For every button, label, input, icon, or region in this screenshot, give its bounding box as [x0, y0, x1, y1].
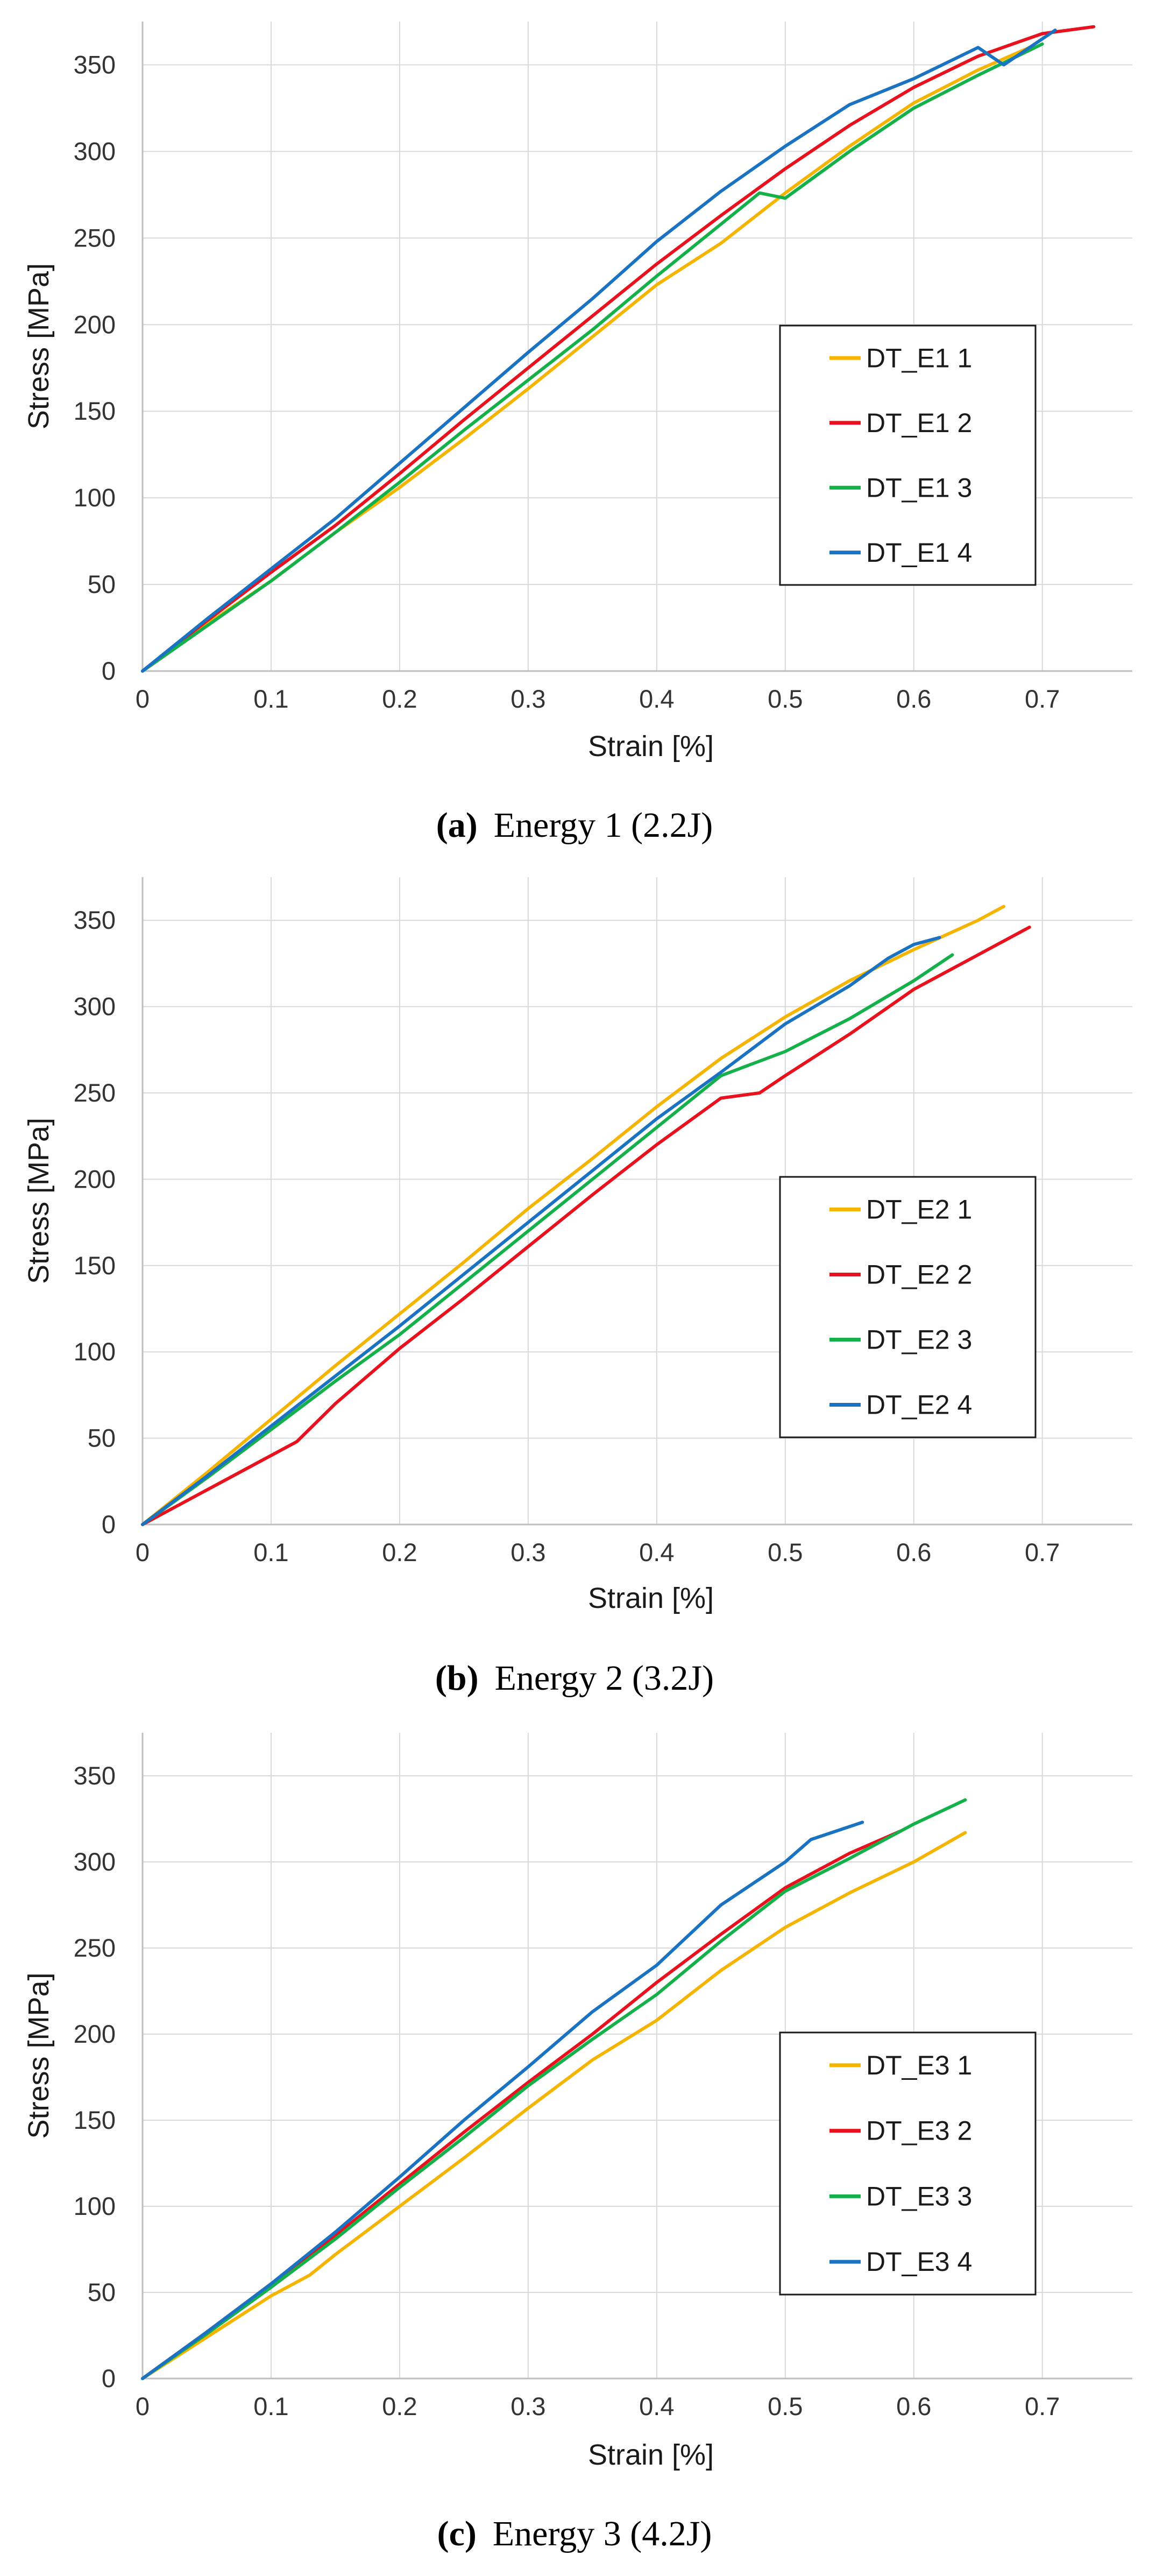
y-tick-label: 0	[102, 2364, 116, 2392]
x-tick-label: 0.4	[639, 684, 674, 713]
y-tick-label: 50	[88, 570, 116, 598]
legend-label-4: DT_E1 4	[866, 538, 972, 568]
y-axis-title: Stress [MPa]	[23, 1972, 55, 2139]
y-tick-label: 0	[102, 657, 116, 685]
x-tick-label: 0.6	[896, 1538, 931, 1566]
y-tick-label: 100	[74, 1337, 116, 1366]
x-tick-label: 0.7	[1025, 1538, 1060, 1566]
legend: DT_E1 1 DT_E1 2 DT_E1 3 DT_E1 4	[779, 324, 1037, 586]
series-line-4	[141, 936, 941, 1526]
chart-panel-1: 0 0.1 0.2 0.3 0.4 0.5 0.6 0.7 0 50 100 150 200 250 300…	[23, 22, 1132, 845]
y-axis-title: Stress [MPa]	[23, 1118, 55, 1284]
y-tick-label: 50	[88, 1424, 116, 1452]
caption-tag: (a)	[436, 806, 478, 845]
x-tick-label: 0.6	[896, 684, 931, 713]
legend-label-1: DT_E3 1	[866, 2050, 972, 2080]
series-line-4	[141, 1820, 864, 2380]
x-tick-label: 0.1	[253, 1538, 288, 1566]
figure-caption: (b) Energy 2 (3.2J)	[435, 1658, 714, 1698]
y-tick-label: 100	[74, 2192, 116, 2220]
y-tick-label: 250	[74, 223, 116, 252]
x-axis-title: Strain [%]	[588, 730, 714, 763]
caption-text: Energy 2 (3.2J)	[495, 1658, 714, 1698]
x-tick-label: 0.2	[382, 1538, 417, 1566]
x-tick-label: 0.6	[896, 2392, 931, 2420]
legend-label-4: DT_E3 4	[866, 2247, 972, 2277]
x-tick-label: 0.2	[382, 2392, 417, 2420]
x-tick-label: 0.5	[768, 684, 803, 713]
y-tick-label: 150	[74, 2106, 116, 2134]
legend-box	[779, 1176, 1037, 1438]
x-tick-label: 0.5	[768, 1538, 803, 1566]
x-tick-label: 0.7	[1025, 2392, 1060, 2420]
x-tick-label: 0.3	[510, 684, 545, 713]
caption-tag: (b)	[435, 1658, 479, 1698]
x-tick-label: 0	[136, 1538, 150, 1566]
series-line-1	[141, 905, 1005, 1526]
y-tick-label: 250	[74, 1078, 116, 1107]
y-tick-label: 250	[74, 1933, 116, 1962]
y-tick-label: 50	[88, 2278, 116, 2306]
x-tick-label: 0	[136, 684, 150, 713]
series-line-3	[141, 953, 954, 1526]
caption-text: Energy 3 (4.2J)	[493, 2514, 712, 2553]
series-line-2	[141, 926, 1031, 1526]
x-tick-label: 0.5	[768, 2392, 803, 2420]
legend: DT_E2 1 DT_E2 2 DT_E2 3 DT_E2 4	[779, 1176, 1037, 1438]
legend-label-3: DT_E2 3	[866, 1325, 972, 1355]
caption-tag: (c)	[437, 2514, 477, 2553]
legend: DT_E3 1 DT_E3 2 DT_E3 3 DT_E3 4	[779, 2031, 1037, 2296]
legend-label-2: DT_E1 2	[866, 408, 972, 438]
series-line-2	[141, 25, 1096, 673]
legend-label-2: DT_E2 2	[866, 1260, 972, 1290]
y-axis-title: Stress [MPa]	[23, 263, 55, 429]
y-tick-label: 200	[74, 310, 116, 338]
x-tick-label: 0.4	[639, 1538, 674, 1566]
legend-box	[779, 2031, 1037, 2296]
y-tick-label: 0	[102, 1510, 116, 1538]
series-line-3	[141, 1798, 967, 2380]
series-line-1	[141, 1831, 967, 2380]
x-tick-label: 0.4	[639, 2392, 674, 2420]
y-tick-label: 300	[74, 1847, 116, 1876]
x-tick-label: 0.3	[510, 2392, 545, 2420]
y-tick-label: 350	[74, 1761, 116, 1790]
x-axis-title: Strain [%]	[588, 1582, 714, 1614]
x-tick-label: 0.3	[510, 1538, 545, 1566]
legend-label-1: DT_E2 1	[866, 1195, 972, 1225]
series-line-4	[141, 29, 1057, 673]
caption-text: Energy 1 (2.2J)	[494, 806, 713, 845]
x-tick-label: 0.1	[253, 2392, 288, 2420]
legend-label-3: DT_E3 3	[866, 2181, 972, 2211]
legend-label-1: DT_E1 1	[866, 343, 972, 373]
legend-label-4: DT_E2 4	[866, 1390, 972, 1420]
x-tick-label: 0.1	[253, 684, 288, 713]
legend-label-3: DT_E1 3	[866, 472, 972, 503]
x-tick-label: 0	[136, 2392, 150, 2420]
figure-caption: (c) Energy 3 (4.2J)	[437, 2514, 712, 2553]
x-axis-title: Strain [%]	[588, 2439, 714, 2471]
chart-panel-2: 0 0.1 0.2 0.3 0.4 0.5 0.6 0.7 0 50 100 150 200 250 300…	[23, 877, 1132, 1698]
chart-panel-3: 0 0.1 0.2 0.3 0.4 0.5 0.6 0.7 0 50 100 150 200 250 300…	[23, 1733, 1132, 2553]
figure-caption: (a) Energy 1 (2.2J)	[436, 806, 713, 845]
y-tick-label: 200	[74, 2020, 116, 2048]
y-tick-label: 150	[74, 397, 116, 425]
y-tick-label: 150	[74, 1251, 116, 1280]
y-tick-label: 350	[74, 906, 116, 934]
y-tick-label: 350	[74, 50, 116, 79]
y-tick-label: 200	[74, 1165, 116, 1193]
y-tick-label: 100	[74, 483, 116, 512]
x-tick-label: 0.7	[1025, 684, 1060, 713]
legend-box	[779, 324, 1037, 586]
legend-label-2: DT_E3 2	[866, 2116, 972, 2146]
x-tick-label: 0.2	[382, 684, 417, 713]
y-tick-label: 300	[74, 992, 116, 1021]
series-line-3	[141, 42, 1044, 673]
y-tick-label: 300	[74, 137, 116, 165]
